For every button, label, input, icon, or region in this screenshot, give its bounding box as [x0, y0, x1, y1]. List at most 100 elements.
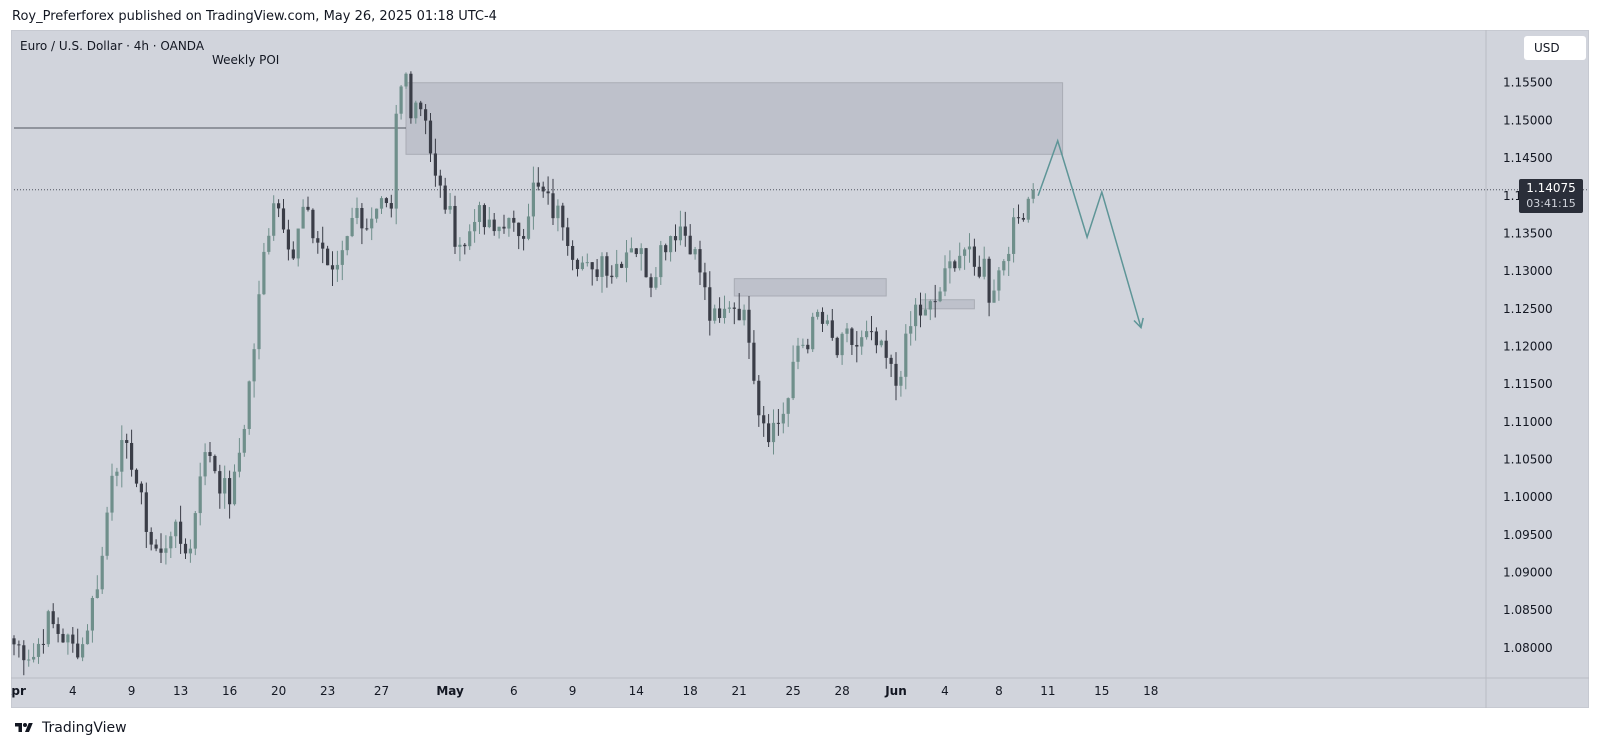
candle-body [247, 381, 251, 429]
candle [718, 297, 722, 323]
candle-body [595, 269, 599, 277]
candle [526, 203, 531, 241]
candle-body [149, 531, 153, 545]
footer: TradingView [12, 720, 127, 736]
candle [218, 464, 222, 509]
candle-body [855, 344, 859, 347]
time-tick-label: 18 [683, 684, 698, 698]
candle [335, 250, 339, 282]
candle-body [1002, 261, 1006, 271]
candle-body [879, 340, 883, 346]
candle [262, 242, 266, 296]
demand-zone-2[interactable] [920, 299, 975, 310]
candle-body [889, 357, 893, 364]
candle [762, 405, 766, 437]
candle-body [938, 291, 942, 302]
candle [203, 443, 207, 486]
candle [874, 327, 878, 354]
candle [365, 218, 369, 231]
candle-body [125, 440, 129, 443]
candle [982, 246, 986, 280]
candle-body [1012, 217, 1016, 254]
time-axis[interactable]: Apr 4 9 13 16 20 23 27 May 6 9 14 18 21 25 28 Jun 4 8 11 15 1… [11, 684, 1158, 698]
candle-body [22, 645, 26, 661]
currency-button[interactable]: USD [1524, 36, 1586, 60]
candle [972, 238, 976, 276]
candle-body [845, 328, 849, 334]
price-tick-label: 1.10500 [1503, 453, 1553, 467]
candle [46, 609, 50, 647]
footer-brand: TradingView [42, 720, 127, 736]
candle-body [159, 548, 163, 553]
candle-body [208, 452, 212, 456]
price-tick-label: 1.11500 [1503, 377, 1553, 391]
candle-body [100, 555, 104, 590]
candle [154, 539, 158, 552]
candle-body [228, 478, 232, 505]
candle-body [144, 492, 148, 532]
candle [742, 304, 746, 326]
candle [791, 345, 795, 401]
candle-body [433, 153, 437, 176]
candle-body [17, 644, 21, 646]
candle-body [918, 304, 923, 316]
candle [61, 628, 65, 643]
candle-body [301, 206, 305, 229]
candle [820, 307, 825, 332]
candle [1007, 246, 1011, 277]
candle-body [747, 309, 751, 343]
candle-body [615, 263, 619, 278]
candle-body [664, 245, 668, 253]
candle-body [330, 265, 335, 270]
candle-body [218, 471, 222, 494]
candle [585, 253, 589, 267]
candle [963, 247, 967, 270]
candle-body [188, 548, 192, 554]
candle [149, 527, 153, 551]
candle-body [904, 333, 908, 377]
candle-body [340, 250, 344, 265]
last-price-tag: 1.14075 03:41:15 [1519, 179, 1583, 213]
candle [17, 640, 21, 658]
candle [507, 217, 511, 237]
time-tick-label: 15 [1094, 684, 1109, 698]
candle [384, 197, 388, 208]
candle-body [477, 205, 482, 222]
candle-body [713, 308, 717, 321]
candle-body [409, 73, 413, 119]
candle [242, 424, 246, 457]
candle [806, 338, 810, 354]
time-tick-label: 14 [629, 684, 644, 698]
candle [953, 259, 957, 272]
candle-body [629, 248, 633, 253]
candle [664, 243, 668, 261]
candle-body [252, 349, 256, 382]
price-tick-label: 1.13000 [1503, 264, 1553, 278]
candle-body [850, 328, 854, 345]
candle [159, 533, 163, 564]
price-axis[interactable]: 1.155001.150001.145001.140001.135001.130… [1503, 76, 1553, 655]
candle [281, 198, 286, 234]
candle-body [394, 113, 398, 209]
candle [698, 240, 702, 286]
candle [688, 224, 692, 255]
candle-body [350, 217, 354, 237]
candle-body [708, 287, 712, 321]
candle-body [737, 308, 741, 321]
candle-body [286, 229, 290, 250]
candle [394, 104, 398, 225]
candle-body [66, 634, 70, 643]
candle-body [933, 301, 937, 303]
weekly-poi-zone[interactable] [405, 82, 1064, 155]
candle-body [370, 218, 374, 229]
projection-path[interactable] [1037, 138, 1142, 328]
candle [644, 247, 648, 278]
candle-body [561, 205, 565, 228]
candle [727, 301, 731, 313]
demand-zone-1[interactable] [733, 278, 887, 297]
candle-body [835, 337, 839, 356]
candle-body [546, 191, 550, 194]
candle-body [267, 235, 271, 252]
candle-body [482, 205, 486, 228]
price-chart[interactable]: 1.155001.150001.145001.140001.135001.130… [11, 30, 1589, 708]
